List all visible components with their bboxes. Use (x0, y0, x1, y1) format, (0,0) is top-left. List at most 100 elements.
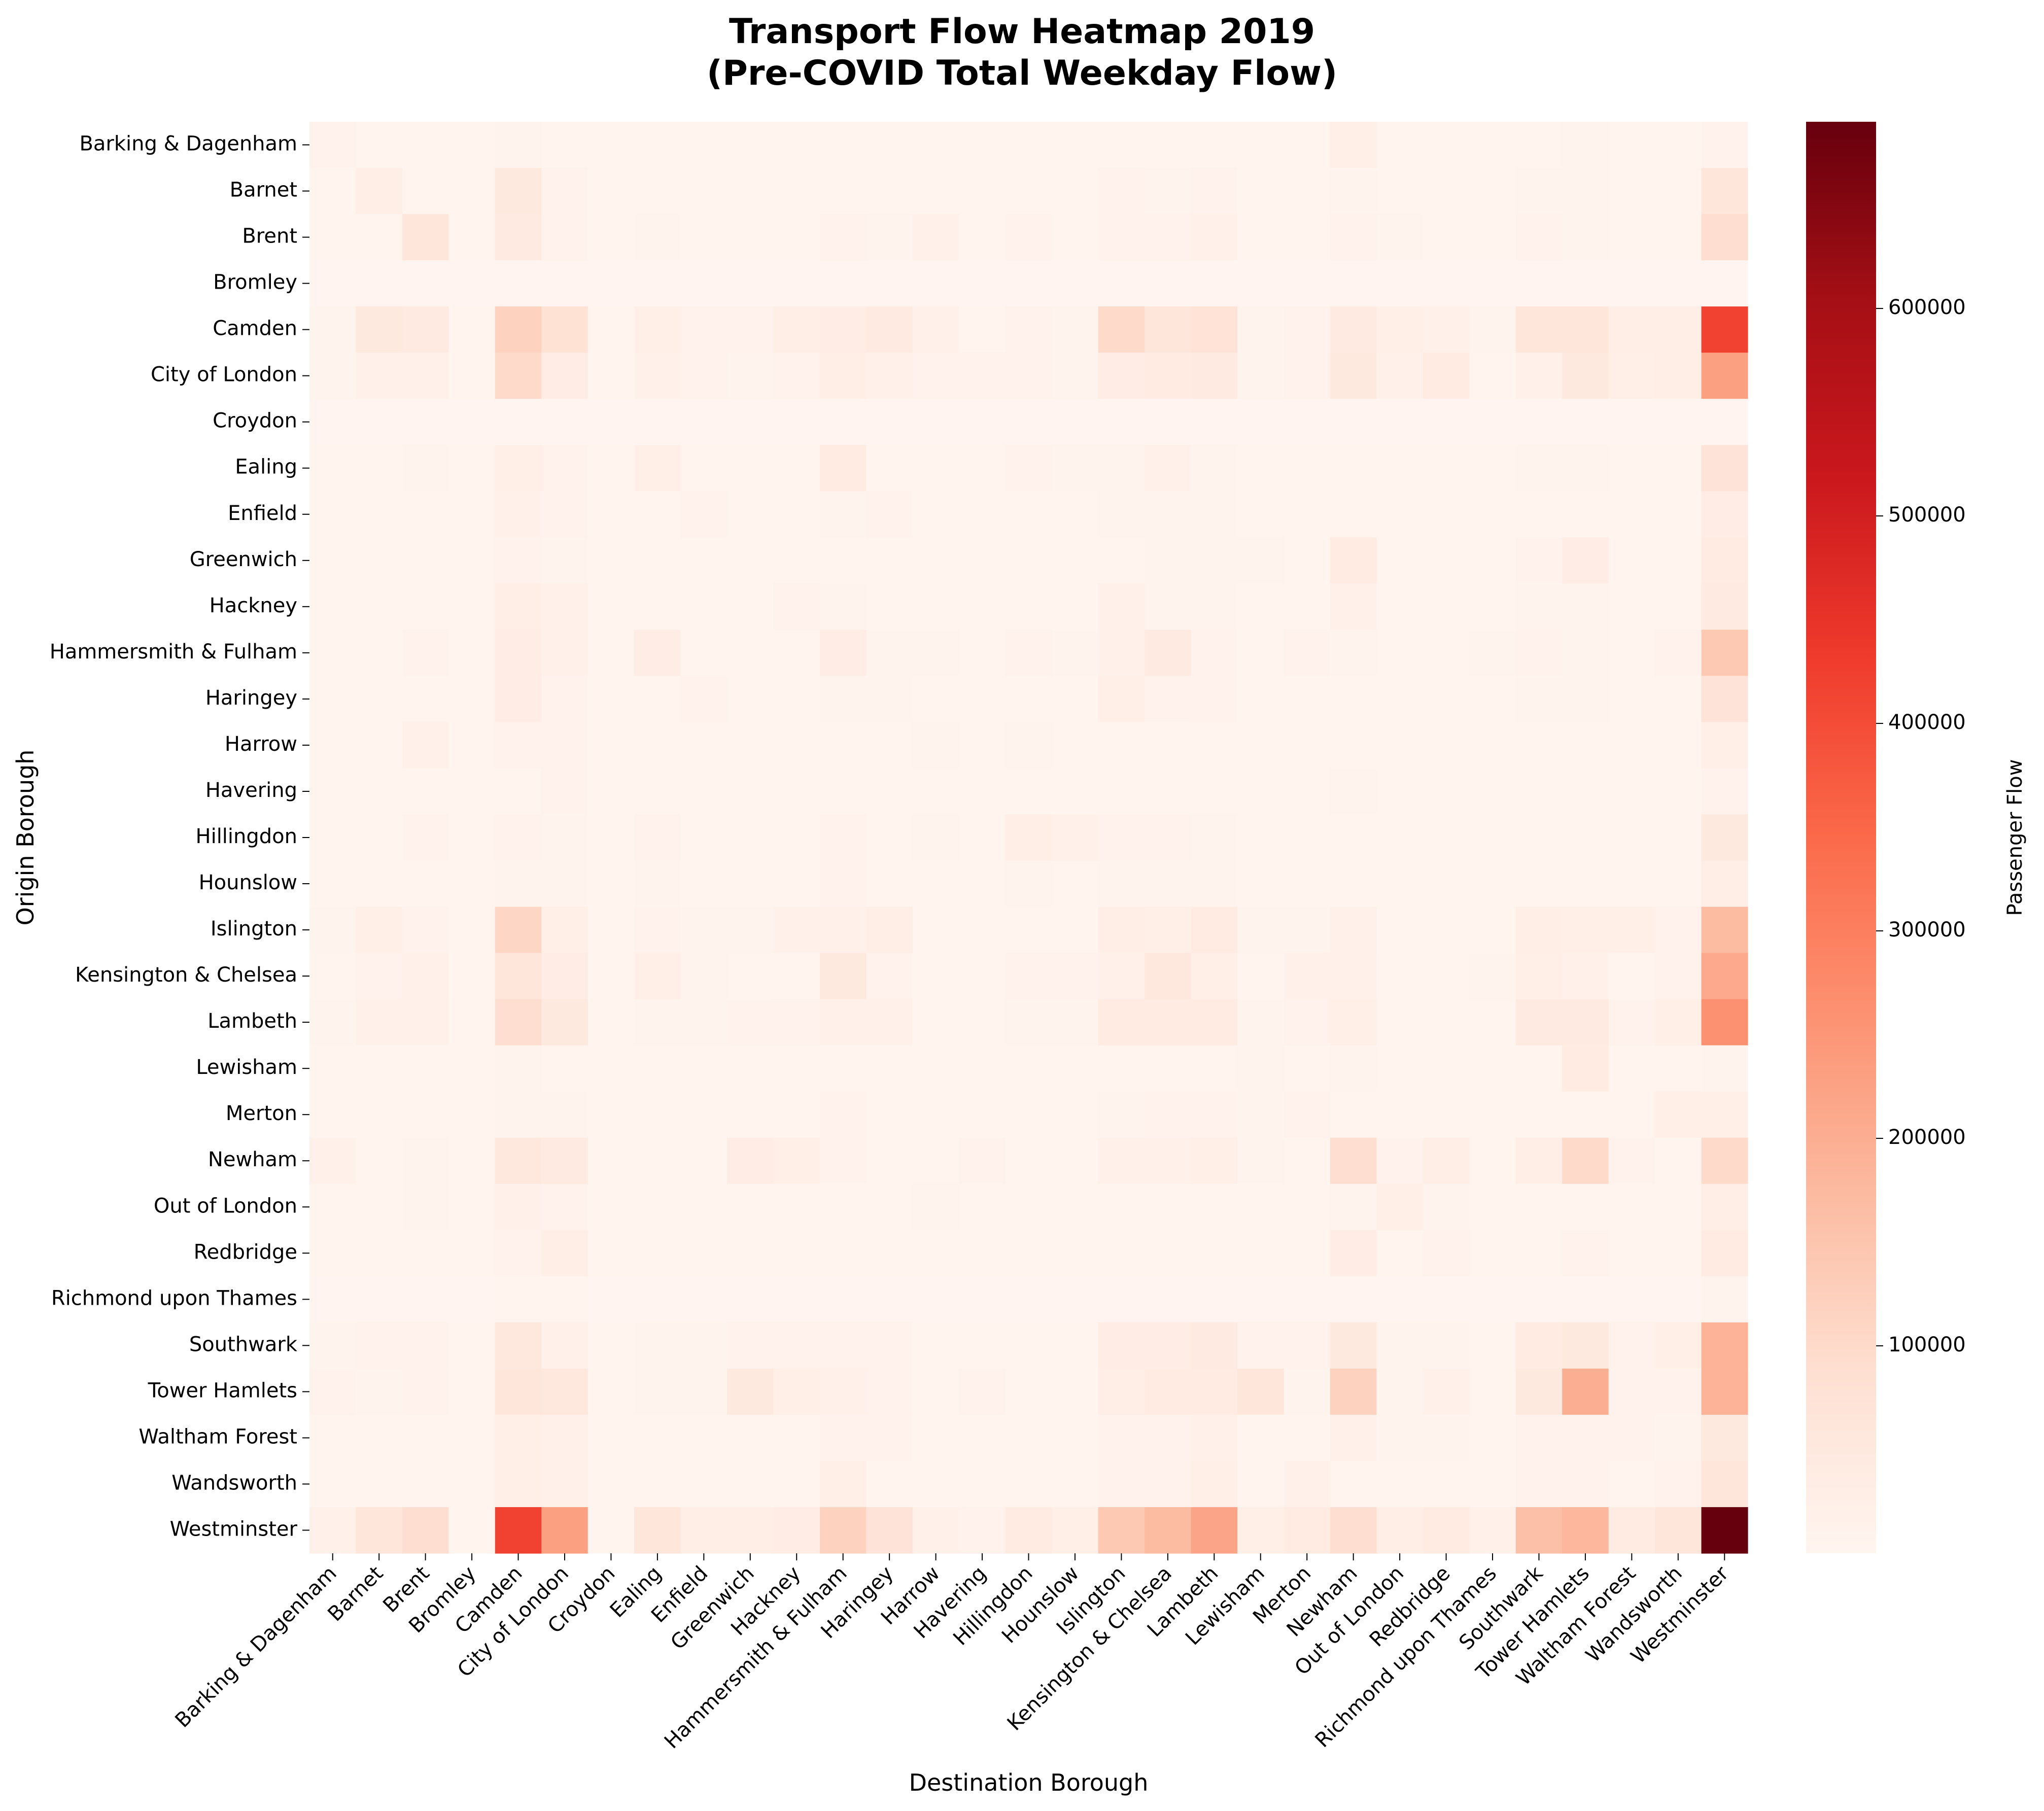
heatmap-cell-lambeth-to-lewisham (1237, 999, 1285, 1046)
heatmap-cell-wandsworth-to-enfield (680, 1460, 727, 1508)
heatmap-cell-richmond-upon-thames-to-barking-and-dagenham (309, 1276, 357, 1323)
heatmap-cell-greenwich-to-hackney (773, 537, 820, 584)
heatmap-cell-lewisham-to-richmond-upon-thames (1469, 1045, 1516, 1092)
heatmap-cell-lambeth-to-westminster (1701, 999, 1748, 1046)
heatmap-cell-city-of-london-to-lambeth (1191, 353, 1238, 399)
heatmap-cell-havering-to-newham (1330, 768, 1377, 815)
heatmap-cell-hackney-to-out-of-london (1376, 583, 1424, 630)
heatmap-cell-waltham-forest-to-hackney (773, 1414, 820, 1461)
heatmap-cell-southwark-to-ealing (634, 1322, 681, 1369)
heatmap-cell-hammersmith-and-fulham-to-tower-hamlets (1562, 630, 1609, 676)
y-tick-label: Harrow (225, 733, 297, 756)
heatmap-cell-lewisham-to-bromley (448, 1045, 496, 1092)
heatmap-cell-city-of-london-to-newham (1330, 353, 1377, 399)
heatmap-cell-waltham-forest-to-richmond-upon-thames (1469, 1414, 1516, 1461)
heatmap-cell-richmond-upon-thames-to-islington (1098, 1276, 1145, 1323)
heatmap-cell-westminster-to-redbridge (1423, 1507, 1470, 1554)
heatmap-cell-harrow-to-lambeth (1191, 722, 1238, 769)
heatmap-cell-richmond-upon-thames-to-camden (495, 1276, 542, 1323)
heatmap-cell-merton-to-greenwich (727, 1091, 774, 1138)
heatmap-cell-haringey-to-wandsworth (1655, 676, 1702, 723)
heatmap-cell-waltham-forest-to-lambeth (1191, 1414, 1238, 1461)
heatmap-cell-out-of-london-to-islington (1098, 1183, 1145, 1231)
heatmap-cell-newham-to-redbridge (1423, 1137, 1470, 1185)
heatmap-cell-wandsworth-to-hillingdon (1005, 1460, 1052, 1508)
heatmap-cell-lambeth-to-greenwich (727, 999, 774, 1046)
heatmap-cell-waltham-forest-to-newham (1330, 1414, 1377, 1461)
heatmap-cell-hillingdon-to-havering (959, 814, 1006, 861)
heatmap-cell-islington-to-waltham-forest (1608, 907, 1655, 954)
heatmap-cell-hounslow-to-havering (959, 860, 1006, 908)
heatmap-cell-redbridge-to-lambeth (1191, 1230, 1238, 1277)
heatmap-cell-hounslow-to-wandsworth (1655, 860, 1702, 908)
heatmap-cell-redbridge-to-out-of-london (1376, 1230, 1424, 1277)
heatmap-cell-redbridge-to-wandsworth (1655, 1230, 1702, 1277)
heatmap-cell-bromley-to-southwark (1515, 260, 1563, 307)
y-tick-label: Barking & Dagenham (79, 132, 297, 156)
heatmap-cell-croydon-to-havering (959, 399, 1006, 445)
heatmap-cell-lambeth-to-waltham-forest (1608, 999, 1655, 1046)
heatmap-cell-wandsworth-to-wandsworth (1655, 1460, 1702, 1508)
heatmap-cell-waltham-forest-to-waltham-forest (1608, 1414, 1655, 1461)
heatmap-cell-out-of-london-to-enfield (680, 1183, 727, 1231)
heatmap-cell-lewisham-to-merton (1284, 1045, 1331, 1092)
heatmap-cell-tower-hamlets-to-hounslow (1052, 1368, 1099, 1415)
heatmap-cell-waltham-forest-to-camden (495, 1414, 542, 1461)
heatmap-cell-tower-hamlets-to-enfield (680, 1368, 727, 1415)
heatmap-cell-hillingdon-to-croydon (587, 814, 635, 861)
heatmap-cell-haringey-to-kensington-and-chelsea (1145, 676, 1192, 723)
heatmap-cell-lambeth-to-barnet (356, 999, 403, 1046)
heatmap-cell-newham-to-islington (1098, 1137, 1145, 1185)
heatmap-cell-redbridge-to-hackney (773, 1230, 820, 1277)
heatmap-cell-waltham-forest-to-hounslow (1052, 1414, 1099, 1461)
heatmap-cell-hackney-to-havering (959, 583, 1006, 630)
heatmap-cell-wandsworth-to-southwark (1515, 1460, 1563, 1508)
heatmap-cell-city-of-london-to-barking-and-dagenham (309, 353, 357, 399)
heatmap-cell-city-of-london-to-barnet (356, 353, 403, 399)
heatmap-cell-hackney-to-barking-and-dagenham (309, 583, 357, 630)
heatmap-cell-hammersmith-and-fulham-to-barking-and-dagenham (309, 630, 357, 676)
heatmap-cell-out-of-london-to-out-of-london (1376, 1183, 1424, 1231)
heatmap-cell-lewisham-to-camden (495, 1045, 542, 1092)
heatmap-cell-newham-to-hackney (773, 1137, 820, 1185)
heatmap-cell-brent-to-redbridge (1423, 214, 1470, 261)
heatmap-cell-city-of-london-to-out-of-london (1376, 353, 1424, 399)
heatmap-cell-islington-to-croydon (587, 907, 635, 954)
heatmap-cell-enfield-to-hackney (773, 491, 820, 538)
heatmap-cell-redbridge-to-harrow (912, 1230, 959, 1277)
x-tick-label: Barking & Dagenham (171, 1562, 341, 1732)
heatmap-cell-newham-to-southwark (1515, 1137, 1563, 1185)
heatmap-cell-out-of-london-to-hackney (773, 1183, 820, 1231)
heatmap-cell-lambeth-to-camden (495, 999, 542, 1046)
heatmap-cell-ealing-to-bromley (448, 445, 496, 492)
heatmap-cell-city-of-london-to-tower-hamlets (1562, 353, 1609, 399)
heatmap-cell-hillingdon-to-haringey (866, 814, 913, 861)
heatmap-cell-richmond-upon-thames-to-haringey (866, 1276, 913, 1323)
heatmap-cell-hounslow-to-hounslow (1052, 860, 1099, 908)
heatmap-cell-havering-to-ealing (634, 768, 681, 815)
heatmap-cell-redbridge-to-barnet (356, 1230, 403, 1277)
heatmap-cell-barnet-to-merton (1284, 168, 1331, 215)
heatmap-cell-bromley-to-out-of-london (1376, 260, 1424, 307)
heatmap-cell-kensington-and-chelsea-to-newham (1330, 953, 1377, 1000)
heatmap-cell-tower-hamlets-to-kensington-and-chelsea (1145, 1368, 1192, 1415)
heatmap-cell-city-of-london-to-harrow (912, 353, 959, 399)
heatmap-cell-greenwich-to-wandsworth (1655, 537, 1702, 584)
y-tick-label: Croydon (213, 409, 297, 433)
heatmap-cell-enfield-to-greenwich (727, 491, 774, 538)
heatmap-cell-harrow-to-hackney (773, 722, 820, 769)
colorbar-title: Passenger Flow (2003, 759, 2027, 916)
heatmap-cell-islington-to-brent (402, 907, 449, 954)
heatmap-cell-greenwich-to-lambeth (1191, 537, 1238, 584)
heatmap-cell-barking-and-dagenham-to-tower-hamlets (1562, 122, 1609, 168)
heatmap-cell-city-of-london-to-lewisham (1237, 353, 1285, 399)
heatmap-cell-haringey-to-tower-hamlets (1562, 676, 1609, 723)
heatmap-cell-city-of-london-to-enfield (680, 353, 727, 399)
heatmap-cell-haringey-to-merton (1284, 676, 1331, 723)
heatmap-cell-havering-to-waltham-forest (1608, 768, 1655, 815)
heatmap-cell-hounslow-to-hammersmith-and-fulham (819, 860, 867, 908)
heatmap-cell-lambeth-to-bromley (448, 999, 496, 1046)
heatmap-cell-hammersmith-and-fulham-to-kensington-and-chelsea (1145, 630, 1192, 676)
colorbar-tick-label: 200000 (1888, 1126, 1966, 1149)
heatmap-cell-camden-to-newham (1330, 306, 1377, 353)
